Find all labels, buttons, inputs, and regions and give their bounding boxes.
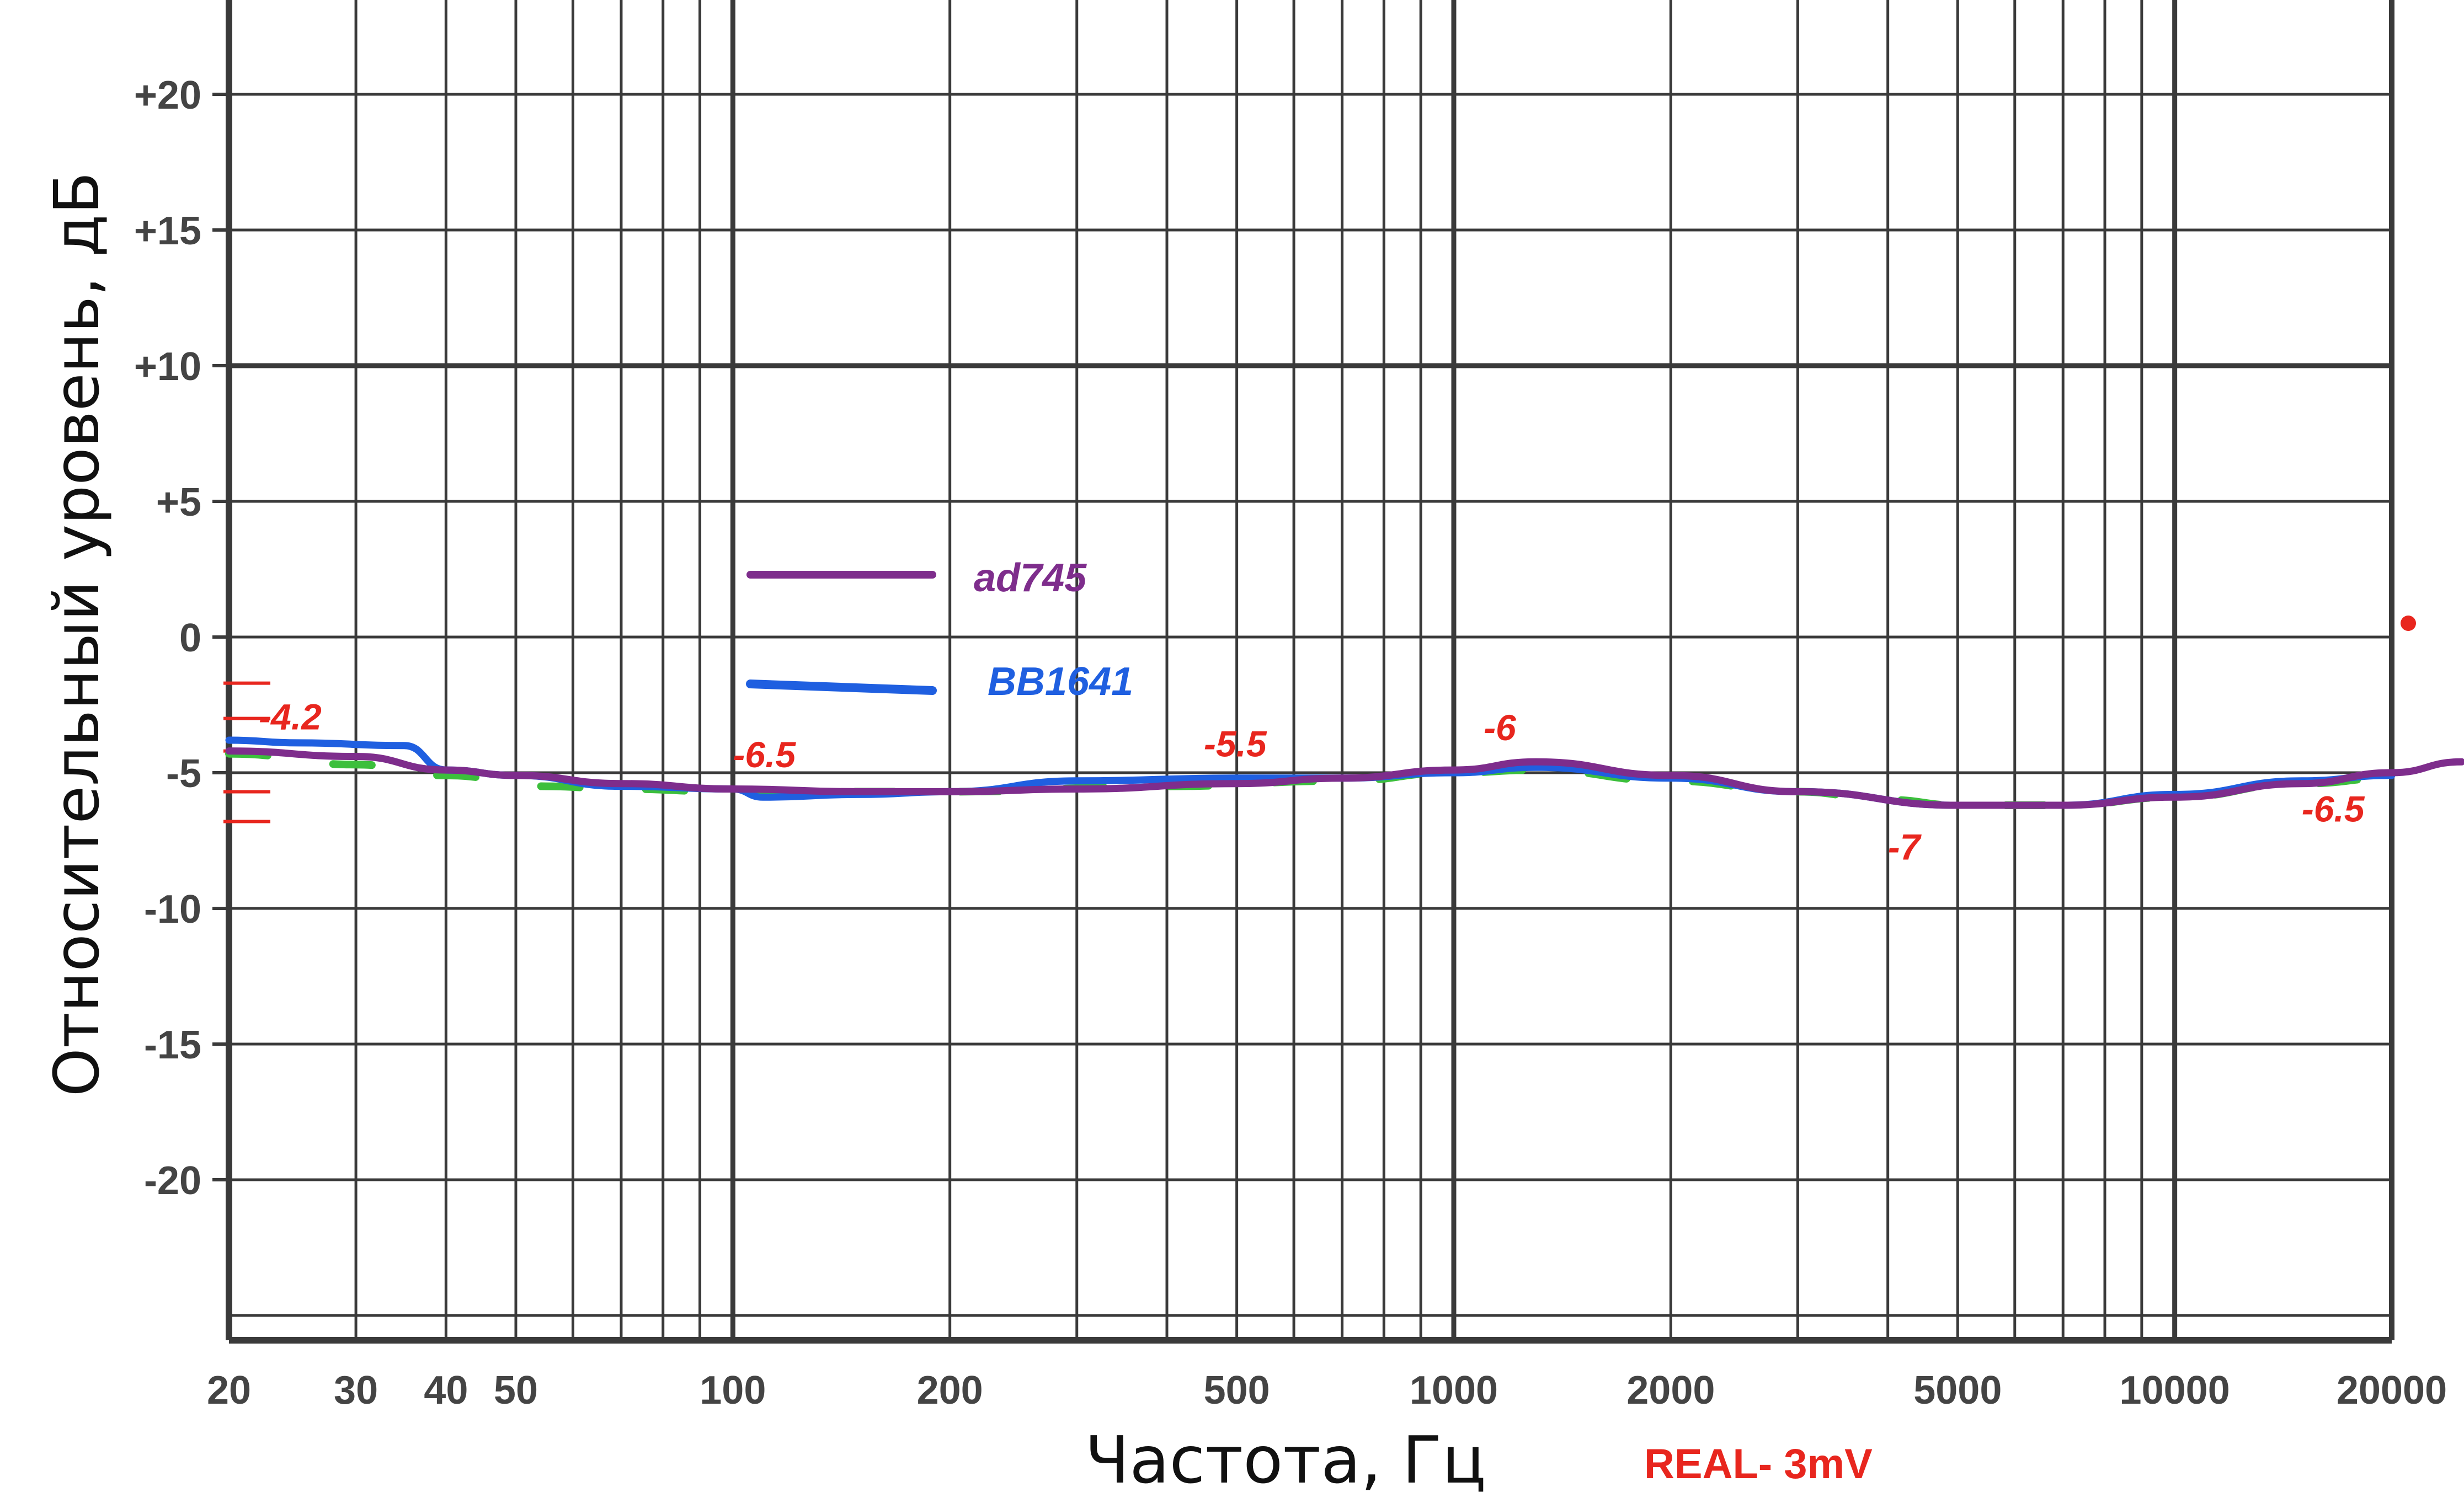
x-tick-label: 20 — [207, 1368, 251, 1413]
x-tick-label: 10000 — [2120, 1368, 2230, 1413]
real-note: REAL- 3mV — [1644, 1441, 1873, 1488]
value-annotation: -6.5 — [733, 734, 796, 775]
legend-label-bb1641: BB1641 — [988, 660, 1133, 704]
data-point — [760, 795, 765, 800]
data-point — [1451, 768, 1456, 773]
data-point — [1795, 789, 1800, 794]
y-tick-label: -15 — [144, 1023, 201, 1067]
x-tick-label: 5000 — [1913, 1368, 2002, 1413]
y-tick-label: +5 — [156, 480, 201, 525]
value-annotation: -4.2 — [259, 696, 322, 737]
value-annotation: -7 — [1888, 826, 1922, 867]
y-tick-label: -10 — [144, 887, 201, 932]
x-tick-label: 2000 — [1626, 1368, 1715, 1413]
data-point — [402, 743, 407, 748]
x-tick-label: 100 — [700, 1368, 766, 1413]
data-point — [513, 773, 518, 778]
data-point — [1234, 781, 1239, 786]
x-tick-label: 30 — [334, 1368, 378, 1413]
data-point — [227, 748, 231, 753]
data-point — [354, 754, 359, 759]
data-point — [1234, 775, 1239, 780]
data-point — [2390, 771, 2394, 775]
data-point — [2299, 781, 2304, 786]
y-tick-label: -20 — [144, 1159, 201, 1203]
x-tick-label: 500 — [1204, 1368, 1270, 1413]
y-axis-label: Относительный уровень, дБ — [41, 172, 113, 1097]
data-point — [947, 789, 952, 794]
data-point — [2061, 803, 2066, 808]
y-tick-label: +10 — [134, 345, 201, 389]
data-point — [730, 787, 735, 791]
reference-dot — [2401, 616, 2416, 631]
data-point — [227, 737, 231, 742]
x-tick-label: 200 — [917, 1368, 983, 1413]
x-axis-label: Частота, Гц — [1085, 1422, 1486, 1498]
value-annotation: -6 — [1484, 707, 1517, 748]
y-tick-label: -5 — [166, 752, 201, 796]
data-point — [1533, 759, 1538, 764]
legend: ad745 BB1641 — [746, 556, 1133, 704]
legend-swatch-bb1641 — [746, 680, 937, 695]
series-group — [225, 736, 2464, 810]
data-point — [296, 740, 301, 745]
data-point — [2459, 759, 2464, 764]
x-tick-label: 50 — [494, 1368, 538, 1413]
y-tick-label: +15 — [134, 209, 201, 253]
data-point — [1074, 787, 1079, 791]
data-point — [444, 768, 449, 773]
data-point — [1955, 803, 1960, 808]
data-point — [2172, 795, 2177, 800]
data-point — [1074, 778, 1079, 783]
data-point — [1533, 765, 1538, 770]
data-point — [618, 781, 623, 786]
annotations: -4.2 -6.5 -5.5 -6 -7 -6.5 — [259, 696, 2365, 867]
data-point — [1340, 775, 1345, 780]
value-annotation: -6.5 — [2302, 789, 2365, 830]
value-annotation: -5.5 — [1204, 723, 1267, 764]
data-point — [1668, 773, 1673, 778]
x-tick-label: 20000 — [2337, 1368, 2447, 1413]
x-tick-label: 1000 — [1410, 1368, 1498, 1413]
legend-label-ad745: ad745 — [974, 556, 1087, 600]
tick-labels: 20 30 40 50 100 200 500 1000 2000 5000 10000 20000 +… — [134, 73, 2447, 1413]
x-tick-label: 40 — [424, 1368, 468, 1413]
y-tick-label: +20 — [134, 73, 201, 117]
grid — [223, 0, 2416, 1344]
data-point — [857, 789, 862, 794]
y-tick-label: 0 — [179, 616, 201, 660]
